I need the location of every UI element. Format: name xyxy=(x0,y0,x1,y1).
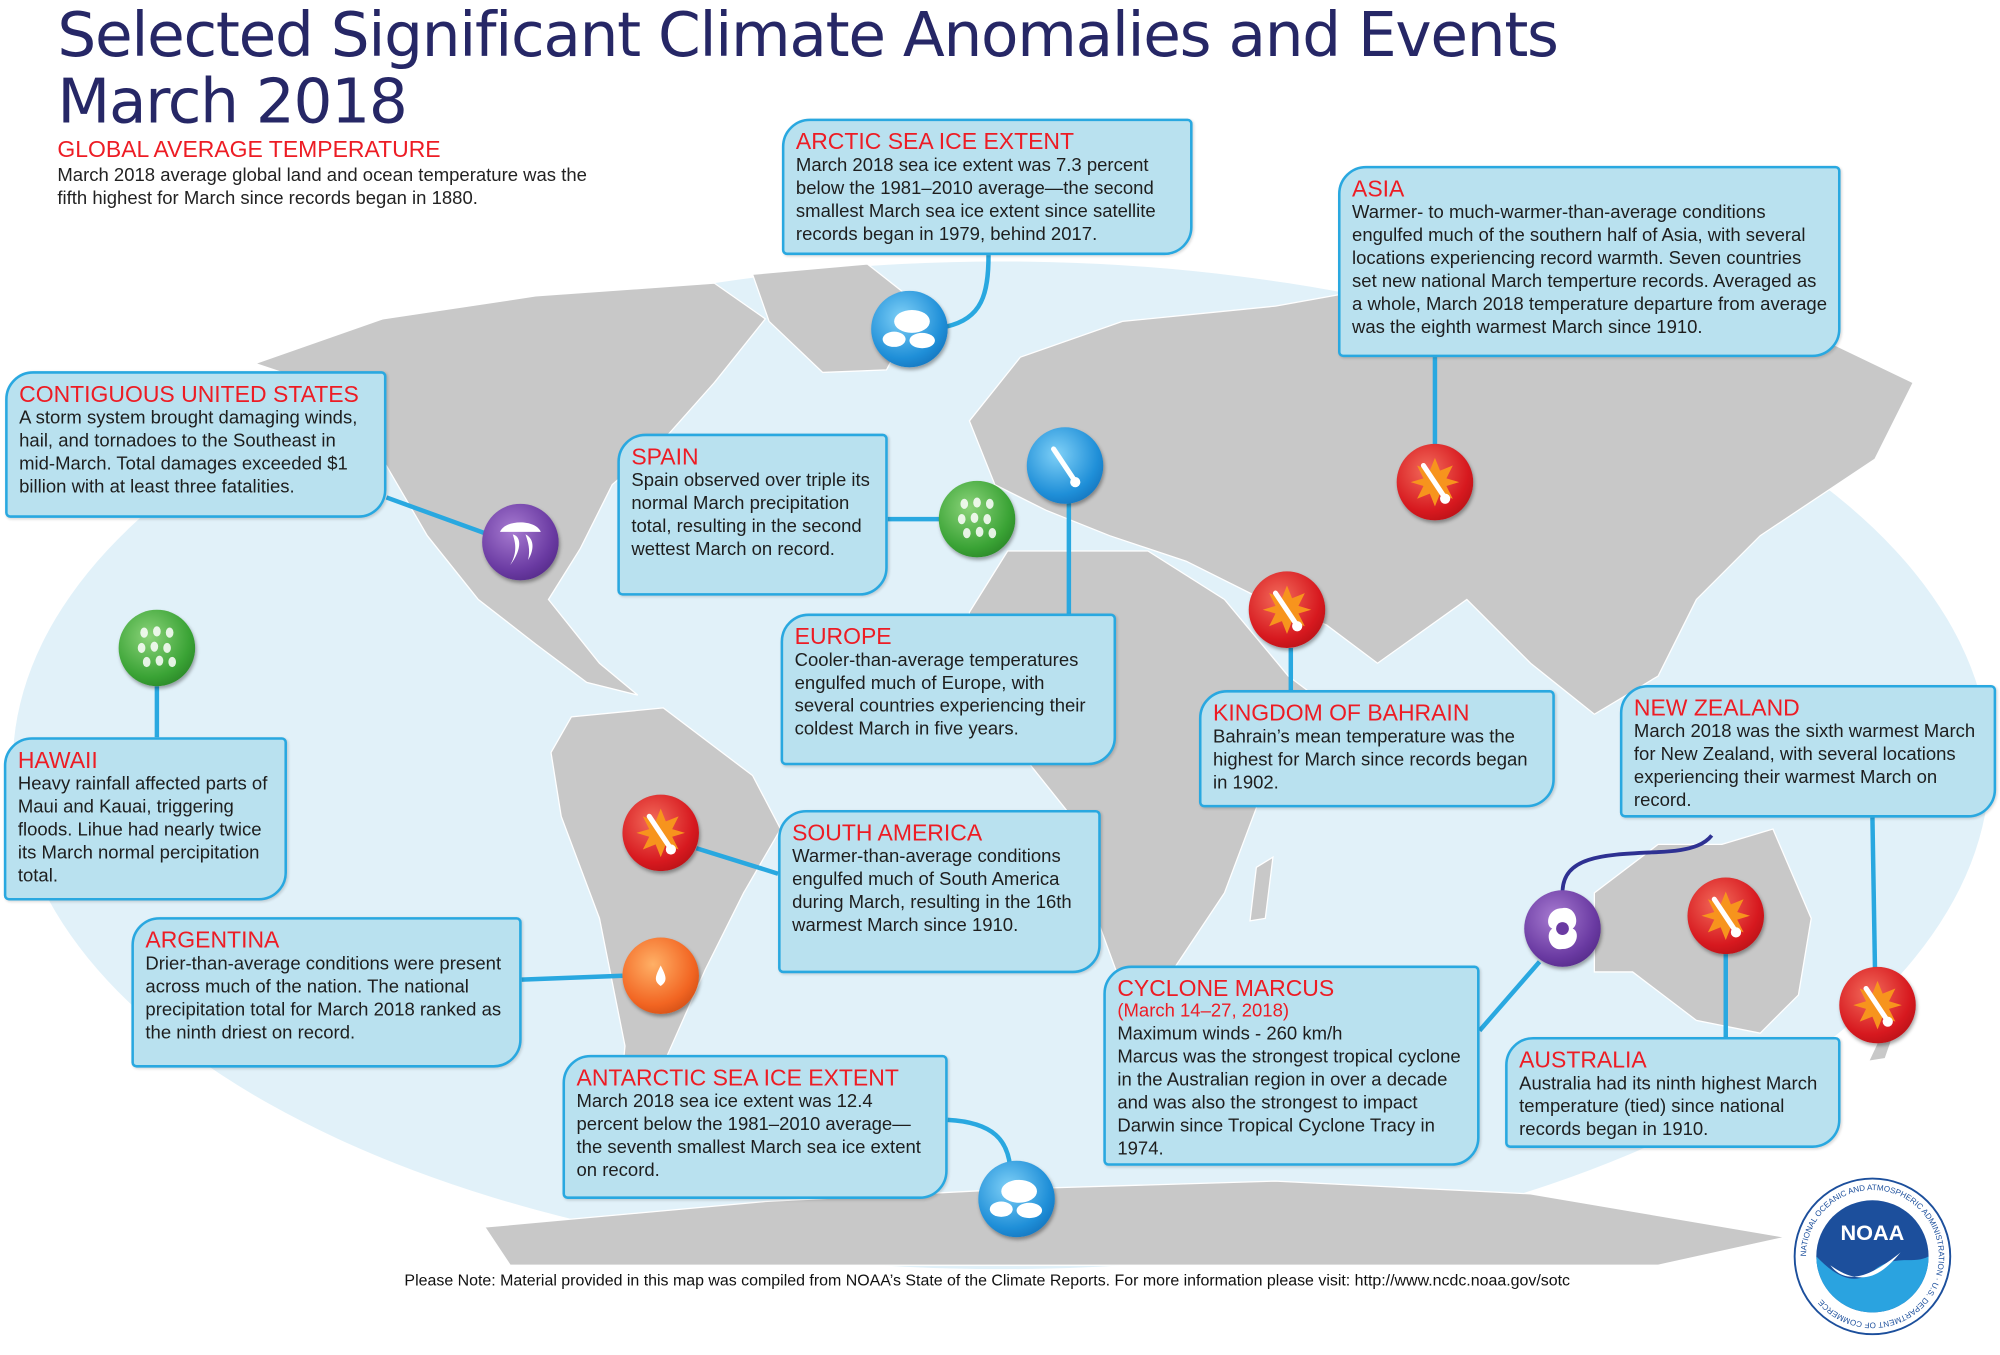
logo-wordmark: NOAA xyxy=(1841,1220,1905,1245)
warm-thermometer-icon xyxy=(1839,966,1916,1044)
event-heading: SPAIN xyxy=(631,443,699,470)
event-text: March 2018 sea ice extent was 7.3 percen… xyxy=(795,155,1156,245)
warm-thermometer-icon xyxy=(1396,443,1474,521)
event-heading: KINGDOM OF BAHRAIN xyxy=(1213,700,1470,726)
event-heading: ARGENTINA xyxy=(145,927,280,953)
connector-south-america xyxy=(695,846,779,876)
event-heading: CONTIGUOUS UNITED STATES xyxy=(19,381,359,407)
event-box-southamerica: SOUTH AMERICA Warmer-than-average conditi… xyxy=(778,809,1101,974)
warm-thermometer-icon xyxy=(622,794,699,872)
footnote: Please Note: Material provided in this m… xyxy=(404,1271,1571,1290)
event-box-bahrain: KINGDOM OF BAHRAIN Bahrain’s mean tempera… xyxy=(1198,690,1555,808)
event-text: Warmer-than-average conditions engulfed … xyxy=(792,846,1072,937)
event-text-line: Maximum winds - 260 km/h xyxy=(1117,1024,1343,1045)
event-text: Bahrain’s mean temperature was the highe… xyxy=(1213,727,1528,794)
event-heading: ANTARCTIC SEA ICE EXTENT xyxy=(576,1065,899,1091)
event-text: March 2018 was the sixth warmest March f… xyxy=(1633,721,1976,812)
event-text: Australia had its ninth highest March te… xyxy=(1519,1073,1818,1141)
sea-ice-icon xyxy=(978,1160,1055,1238)
connector-arctic xyxy=(945,255,991,329)
noaa-logo: NATIONAL OCEANIC AND ATMOSPHERIC ADMINIS… xyxy=(1793,1177,1952,1336)
event-text: Warmer- to much-warmer-than-average cond… xyxy=(1352,202,1827,339)
event-box-europe: EUROPE Cooler-than-average temperatures e… xyxy=(780,613,1117,766)
global-temp-text: March 2018 average global land and ocean… xyxy=(57,165,587,210)
warm-thermometer-icon xyxy=(1248,571,1326,648)
event-heading: ARCTIC SEA ICE EXTENT xyxy=(795,128,1075,155)
event-heading: AUSTRALIA xyxy=(1519,1047,1647,1073)
connector-lines xyxy=(154,255,1878,1168)
event-box-argentina: ARGENTINA Drier-than-average conditions w… xyxy=(131,917,522,1068)
event-heading: ASIA xyxy=(1352,176,1405,202)
event-box-australia: AUSTRALIA Australia had its ninth highest… xyxy=(1505,1036,1841,1148)
sea-ice-icon xyxy=(871,290,948,368)
event-box-arctic: ARCTIC SEA ICE EXTENT March 2018 sea ice … xyxy=(781,118,1193,256)
title-line-1: Selected Significant Climate Anomalies a… xyxy=(57,0,1559,72)
connector-cyclone xyxy=(1477,960,1542,1033)
heavy-rain-icon xyxy=(118,609,196,687)
connector-conus xyxy=(385,495,486,536)
event-text: Spain observed over triple its normal Ma… xyxy=(631,470,870,560)
land-madagascar xyxy=(1249,855,1274,922)
event-heading: CYCLONE MARCUS xyxy=(1117,975,1335,1002)
event-box-nz: NEW ZEALAND March 2018 was the sixth warm… xyxy=(1619,684,1997,818)
event-text: March 2018 sea ice extent was 12.4 perce… xyxy=(576,1091,921,1182)
event-box-antarctic: ANTARCTIC SEA ICE EXTENT March 2018 sea i… xyxy=(562,1054,948,1199)
event-text: Heavy rainfall affected parts of Maui an… xyxy=(17,774,268,887)
drought-icon xyxy=(622,937,699,1015)
event-text: Cooler-than-average temperatures engulfe… xyxy=(794,650,1086,740)
event-heading: NEW ZEALAND xyxy=(1633,695,1800,721)
global-temp-heading: GLOBAL AVERAGE TEMPERATURE xyxy=(57,136,441,162)
event-box-hawaii: HAWAII Heavy rainfall affected parts of M… xyxy=(3,737,287,901)
event-text: Drier-than-average conditions were prese… xyxy=(145,954,502,1044)
event-heading: EUROPE xyxy=(794,623,892,650)
warm-thermometer-icon xyxy=(1687,877,1765,955)
event-text-line: Marcus was the strongest tropical cyclon… xyxy=(1117,1047,1461,1160)
event-box-asia: ASIA Warmer- to much-warmer-than-average … xyxy=(1337,165,1841,358)
connector-argentina xyxy=(521,973,623,982)
cyclone-track xyxy=(1560,834,1714,893)
connector-antarctic xyxy=(947,1117,1013,1168)
connector-new-zealand xyxy=(1870,817,1878,970)
event-box-spain: SPAIN Spain observed over triple its norm… xyxy=(617,433,888,596)
event-subheading: (March 14–27, 2018) xyxy=(1117,1001,1290,1022)
event-text: A storm system brought damaging winds, h… xyxy=(19,408,358,498)
page-title: Selected Significant Climate Anomalies a… xyxy=(57,0,1559,138)
event-heading: SOUTH AMERICA xyxy=(792,820,983,846)
title-line-2: March 2018 xyxy=(57,66,407,138)
event-heading: HAWAII xyxy=(17,747,98,773)
heavy-rain-icon xyxy=(938,480,1016,558)
event-box-conus: CONTIGUOUS UNITED STATES A storm system b… xyxy=(5,371,387,518)
severe-storm-icon xyxy=(482,503,559,581)
event-box-cyclone: CYCLONE MARCUS (March 14–27, 2018) Maximum… xyxy=(1103,965,1480,1166)
cold-thermometer-icon xyxy=(1026,427,1104,504)
tropical-cyclone-icon xyxy=(1524,890,1601,967)
